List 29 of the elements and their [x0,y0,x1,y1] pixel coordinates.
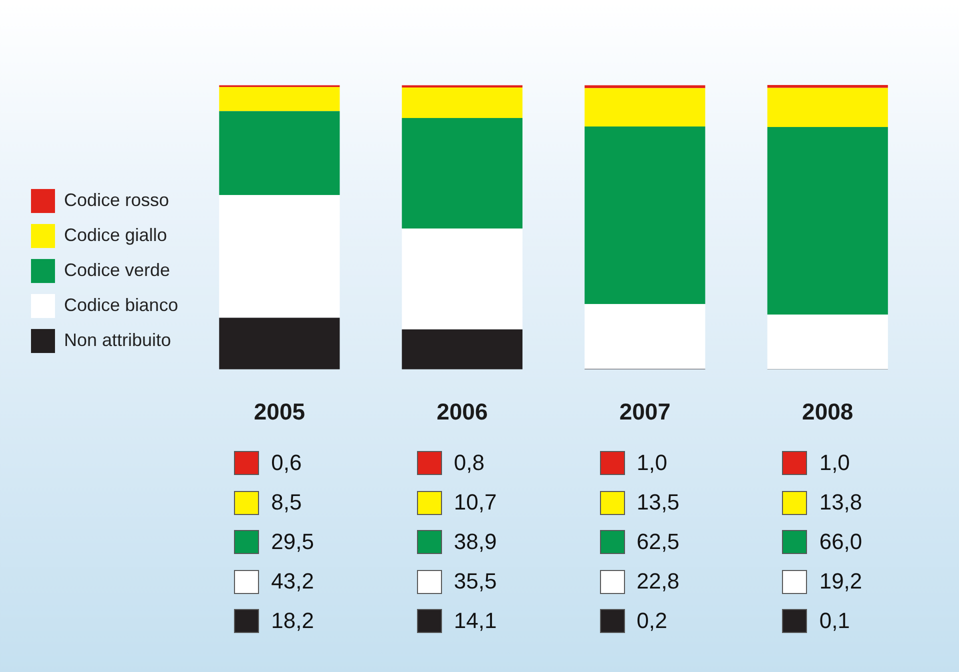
legend-label: Non attribuito [64,330,172,350]
data-label: 0,2 [636,608,668,634]
legend-label: Codice rosso [64,190,170,210]
data-label: 38,9 [454,529,497,554]
data-label: 22,8 [636,568,680,594]
data-label: 0,1 [819,608,850,634]
data-label: 13,5 [636,490,680,515]
data-label: 14,1 [454,608,497,634]
x-tick-label: 2005 [254,398,306,425]
data-label: 62,5 [636,529,680,554]
data-label: 10,7 [454,490,497,515]
data-label: 19,2 [819,568,862,594]
data-label: 1,0 [819,450,850,476]
legend-label: Codice bianco [64,294,178,315]
data-label: 1,0 [636,450,668,476]
x-tick-label: 2008 [802,398,854,425]
x-tick-label: 2007 [619,398,670,425]
data-label: 29,5 [271,529,314,554]
data-label: 43,2 [271,568,314,594]
legend-label: Codice giallo [64,224,168,245]
data-label: 8,5 [271,490,302,515]
data-label: 0,6 [271,450,302,476]
data-label: 0,8 [454,450,484,476]
x-tick-label: 2006 [436,398,488,425]
data-label: 13,8 [819,490,862,515]
data-label: 18,2 [271,608,314,634]
data-label: 35,5 [454,568,497,594]
data-label: 66,0 [819,529,862,554]
legend-label: Codice verde [64,260,170,280]
